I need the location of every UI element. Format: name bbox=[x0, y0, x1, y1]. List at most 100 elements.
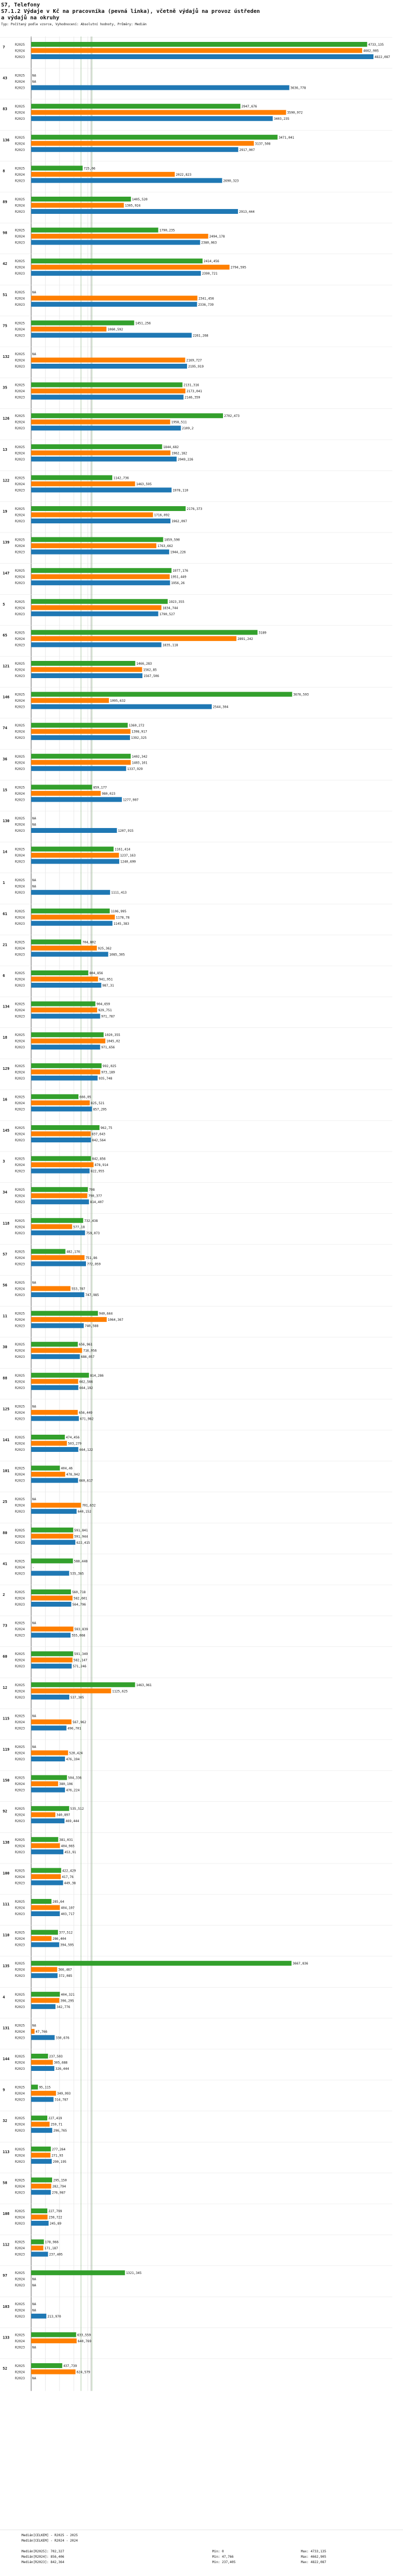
group-id: 8 bbox=[3, 169, 5, 173]
group-id: 103 bbox=[3, 2305, 10, 2309]
series-label: R2023 bbox=[15, 1696, 25, 1700]
bar bbox=[31, 1249, 66, 1254]
series-label: R2023 bbox=[15, 334, 25, 337]
group-id: 19 bbox=[3, 509, 7, 514]
bar bbox=[31, 450, 171, 456]
series-label: R2023 bbox=[15, 1912, 25, 1916]
series-label: R2024 bbox=[15, 1535, 25, 1538]
na-label: NA bbox=[32, 1714, 37, 1718]
bar bbox=[31, 1447, 78, 1452]
bar bbox=[31, 1534, 74, 1539]
value-label: 2414,456 bbox=[204, 260, 219, 263]
series-label: R2025 bbox=[15, 2241, 25, 2244]
value-label: 237,405 bbox=[49, 2253, 63, 2257]
series-label: R2024 bbox=[15, 2308, 25, 2312]
bar bbox=[31, 908, 110, 913]
value-label: 664,122 bbox=[80, 1448, 93, 1452]
value-label: 2544,304 bbox=[213, 706, 228, 709]
value-label: 1398,917 bbox=[132, 730, 147, 734]
value-label: 582,147 bbox=[74, 1659, 88, 1663]
series-label: R2024 bbox=[15, 730, 25, 734]
group-id: 3 bbox=[3, 1160, 5, 1164]
value-label: 798 bbox=[89, 1188, 95, 1192]
bar bbox=[31, 1013, 100, 1019]
series-label: R2023 bbox=[15, 1417, 25, 1421]
series-label: R2025 bbox=[15, 2024, 25, 2027]
bar bbox=[31, 1719, 72, 1724]
series-label: R2023 bbox=[15, 1479, 25, 1483]
bar bbox=[31, 1589, 71, 1594]
footer-legend: Medián[CELKEM] - R2025 - 2025 bbox=[21, 2534, 78, 2537]
value-label: 227,419 bbox=[48, 2117, 62, 2120]
series-label: R2025 bbox=[15, 817, 25, 821]
group-id: 36 bbox=[3, 757, 7, 761]
series-label: R2025 bbox=[15, 2178, 25, 2182]
value-label: 1060,592 bbox=[107, 328, 123, 332]
value-label: 1923,355 bbox=[169, 600, 184, 604]
value-label: 2049,226 bbox=[178, 458, 193, 462]
bar bbox=[31, 481, 135, 486]
value-label: 664,192 bbox=[80, 1386, 93, 1390]
series-label: R2024 bbox=[15, 544, 25, 548]
value-label: 377,512 bbox=[59, 1931, 73, 1935]
group-id: 150 bbox=[3, 1779, 10, 1783]
bar bbox=[31, 1075, 98, 1081]
group-id: 65 bbox=[3, 633, 7, 637]
series-label: R2023 bbox=[15, 613, 25, 616]
value-label: 535,512 bbox=[70, 1807, 84, 1811]
group-id: 113 bbox=[3, 2150, 10, 2154]
value-label: 2794,595 bbox=[231, 266, 246, 270]
bar bbox=[31, 1224, 73, 1229]
bar bbox=[31, 426, 181, 431]
bar bbox=[31, 1100, 90, 1105]
value-label: 1962,097 bbox=[171, 520, 187, 523]
series-label: R2024 bbox=[15, 2061, 25, 2065]
series-label: R2024 bbox=[15, 1070, 25, 1074]
group-id: 75 bbox=[3, 323, 7, 328]
value-label: 474,456 bbox=[66, 1436, 80, 1440]
bar bbox=[31, 1868, 61, 1873]
bar bbox=[31, 2214, 48, 2220]
series-label: R2024 bbox=[15, 359, 25, 363]
series-label: R2024 bbox=[15, 1659, 25, 1663]
bar bbox=[31, 1509, 77, 1514]
series-label: R2023 bbox=[15, 2191, 25, 2194]
bar bbox=[31, 2028, 35, 2034]
value-label: 577,18 bbox=[73, 1225, 85, 1229]
series-label: R2025 bbox=[15, 1188, 25, 1192]
value-label: 560,718 bbox=[72, 1591, 86, 1594]
series-label: R2024 bbox=[15, 1844, 25, 1848]
series-label: R2024 bbox=[15, 483, 25, 486]
bar bbox=[31, 487, 172, 493]
bar bbox=[31, 549, 169, 555]
value-label: 1145,383 bbox=[113, 922, 129, 926]
group-id: 108 bbox=[3, 2212, 10, 2216]
value-label: 404,46 bbox=[61, 1467, 73, 1471]
value-label: 394,595 bbox=[60, 1944, 74, 1947]
value-label: 962,75 bbox=[100, 1126, 112, 1130]
series-label: R2023 bbox=[15, 2345, 25, 2349]
series-label: R2024 bbox=[15, 2154, 25, 2157]
group-id: 126 bbox=[3, 416, 10, 421]
value-label: 503,279 bbox=[68, 1442, 82, 1446]
footer-median: Medián[R2025]: 702,327 bbox=[21, 2550, 64, 2553]
group-id: 89 bbox=[3, 200, 7, 204]
value-label: 2341,456 bbox=[198, 297, 214, 300]
group-id: 56 bbox=[3, 1283, 7, 1287]
bar bbox=[31, 388, 186, 394]
na-label: NA bbox=[32, 2345, 37, 2349]
value-label: 571,246 bbox=[73, 1665, 87, 1668]
group-id: 80 bbox=[3, 1531, 7, 1535]
series-label: R2024 bbox=[15, 421, 25, 424]
bar bbox=[31, 1069, 100, 1075]
na-label: NA bbox=[32, 2377, 37, 2380]
value-label: 1106,995 bbox=[111, 910, 126, 913]
bar bbox=[31, 234, 208, 239]
bar bbox=[31, 952, 109, 957]
series-label: R2023 bbox=[15, 396, 25, 400]
series-label: R2024 bbox=[15, 1163, 25, 1167]
value-label: 973,189 bbox=[102, 1070, 116, 1074]
value-label: 504,336 bbox=[68, 1776, 82, 1780]
group-id: 132 bbox=[3, 355, 10, 359]
na-label: NA bbox=[32, 2278, 37, 2282]
